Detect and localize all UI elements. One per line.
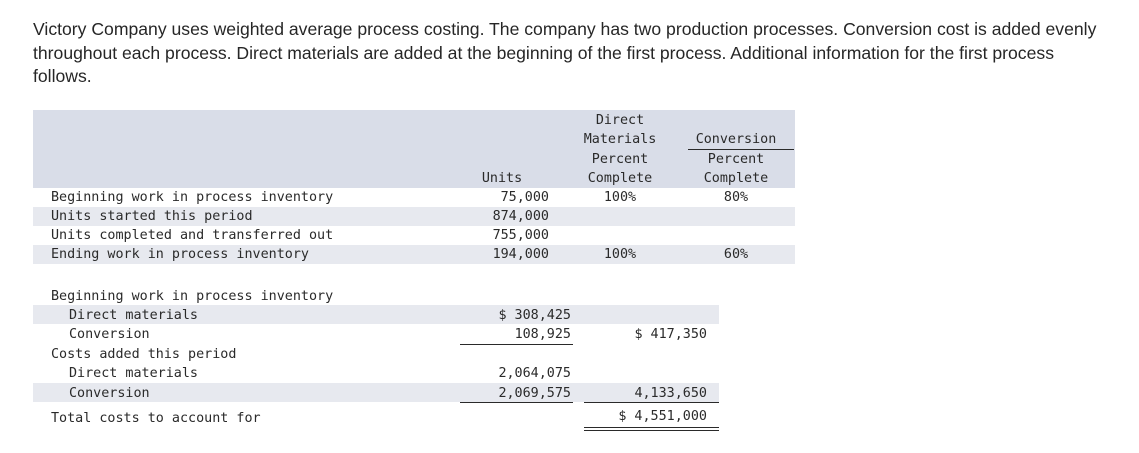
row-units: 194,000	[492, 247, 549, 262]
row-label: Units started this period	[51, 209, 253, 224]
row-conv-pct: 60%	[723, 247, 749, 262]
added-dm-value: 2,064,075	[498, 366, 571, 381]
bwip-subtotal-rule	[460, 344, 573, 345]
row-label: Units completed and transferred out	[51, 228, 334, 243]
row-conv-pct: 80%	[723, 190, 749, 205]
header-units: Units	[481, 171, 523, 186]
row-dm-pct: 100%	[603, 190, 637, 205]
added-label: Costs added this period	[51, 347, 237, 362]
header-conv-pct1: Percent	[707, 152, 765, 167]
header-dm-pct1: Percent	[591, 152, 649, 167]
total-label: Total costs to account for	[51, 411, 261, 426]
added-conv-value: 2,069,575	[498, 386, 571, 401]
header-dm-pct2: Complete	[587, 171, 653, 186]
total-value: $ 4,551,000	[618, 409, 707, 424]
header-dm-line1: Direct	[595, 113, 645, 128]
intro-paragraph: Victory Company uses weighted average pr…	[33, 19, 1097, 86]
added-total: 4,133,650	[634, 386, 707, 401]
conversion-underline	[688, 149, 794, 150]
row-band	[33, 383, 719, 402]
added-dm-label: Direct materials	[69, 366, 198, 381]
units-table-header	[33, 110, 795, 188]
header-dm-line2: Materials	[583, 132, 657, 147]
row-band	[33, 305, 719, 324]
row-units: 755,000	[492, 228, 549, 243]
header-conv-pct2: Complete	[703, 171, 769, 186]
row-units: 75,000	[500, 190, 549, 205]
row-dm-pct: 100%	[603, 247, 637, 262]
bwip-conv-label: Conversion	[69, 327, 150, 342]
total-rule	[584, 402, 719, 403]
row-label: Beginning work in process inventory	[51, 190, 334, 205]
bwip-dm-value: $ 308,425	[498, 308, 571, 323]
row-label: Ending work in process inventory	[51, 247, 309, 262]
double-underline-bottom	[584, 430, 719, 431]
row-band	[33, 245, 795, 264]
added-subtotal-rule	[460, 402, 573, 403]
header-conversion: Conversion	[695, 132, 777, 147]
added-conv-label: Conversion	[69, 386, 150, 401]
bwip-total: $ 417,350	[634, 327, 707, 342]
double-underline-top	[584, 427, 719, 428]
bwip-conv-value: 108,925	[514, 327, 571, 342]
bwip-dm-label: Direct materials	[69, 308, 198, 323]
row-band	[33, 207, 795, 226]
bwip-label: Beginning work in process inventory	[51, 289, 334, 304]
row-units: 874,000	[492, 209, 549, 224]
